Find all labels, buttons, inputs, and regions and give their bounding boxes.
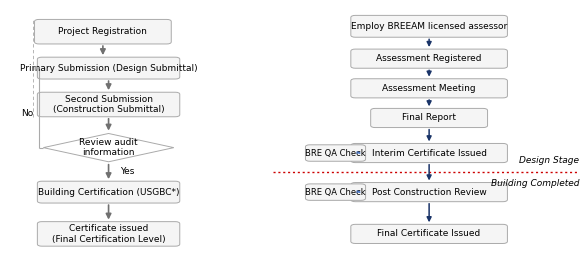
- Text: Final Report: Final Report: [402, 114, 456, 122]
- Text: Interim Certificate Issued: Interim Certificate Issued: [371, 149, 487, 157]
- Text: Building Completed: Building Completed: [491, 179, 580, 188]
- FancyBboxPatch shape: [351, 183, 507, 202]
- FancyBboxPatch shape: [351, 143, 507, 163]
- Text: Employ BREEAM licensed assessor: Employ BREEAM licensed assessor: [351, 22, 507, 31]
- Text: Post Construction Review: Post Construction Review: [372, 188, 486, 197]
- Text: Assessment Meeting: Assessment Meeting: [382, 84, 476, 93]
- Text: Design Stage: Design Stage: [519, 156, 580, 165]
- FancyBboxPatch shape: [351, 15, 507, 37]
- FancyBboxPatch shape: [34, 20, 171, 44]
- FancyBboxPatch shape: [37, 57, 180, 79]
- FancyBboxPatch shape: [37, 181, 180, 203]
- FancyBboxPatch shape: [351, 49, 507, 68]
- FancyBboxPatch shape: [305, 184, 366, 200]
- FancyBboxPatch shape: [305, 145, 366, 161]
- FancyBboxPatch shape: [351, 79, 507, 98]
- FancyBboxPatch shape: [37, 222, 180, 246]
- Text: Building Certification (USGBC*): Building Certification (USGBC*): [38, 188, 180, 197]
- Text: Second Submission
(Construction Submittal): Second Submission (Construction Submitta…: [52, 95, 164, 114]
- Text: Review audit
information: Review audit information: [79, 138, 138, 157]
- FancyBboxPatch shape: [37, 92, 180, 117]
- FancyBboxPatch shape: [351, 224, 507, 243]
- Text: Project Registration: Project Registration: [58, 27, 147, 36]
- FancyBboxPatch shape: [371, 108, 487, 128]
- Polygon shape: [43, 134, 174, 162]
- Text: Certificate issued
(Final Certification Level): Certificate issued (Final Certification …: [52, 224, 166, 244]
- Text: BRE QA Check: BRE QA Check: [305, 188, 366, 197]
- Text: No: No: [20, 109, 33, 118]
- Text: Primary Submission (Design Submittal): Primary Submission (Design Submittal): [20, 64, 198, 73]
- Text: Final Certificate Issued: Final Certificate Issued: [378, 230, 481, 238]
- Text: Yes: Yes: [120, 167, 134, 176]
- Text: BRE QA Check: BRE QA Check: [305, 149, 366, 157]
- Text: Assessment Registered: Assessment Registered: [377, 54, 482, 63]
